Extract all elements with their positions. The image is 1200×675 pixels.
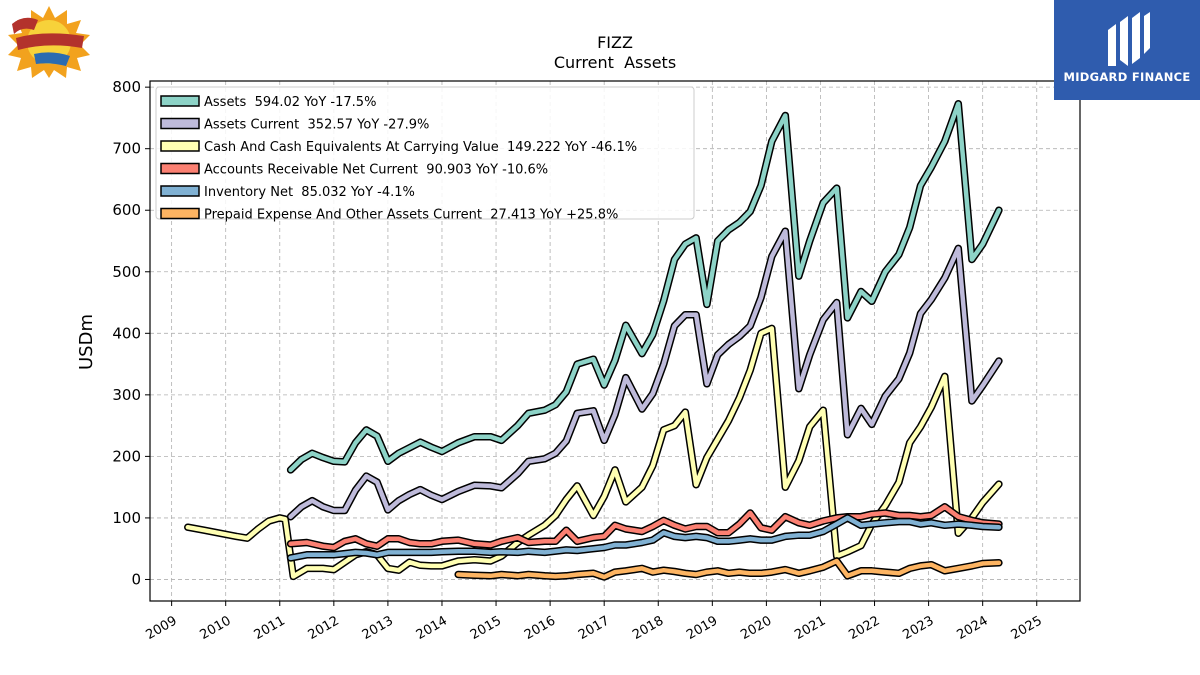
x-tick-label: 2018 — [630, 613, 666, 643]
x-tick-label: 2023 — [900, 613, 936, 643]
legend-swatch — [160, 185, 200, 197]
legend-entry: Assets 594.02 YoY -17.5% — [204, 95, 376, 110]
x-tick-label: 2022 — [846, 613, 882, 643]
legend-swatch — [160, 140, 200, 152]
midgard-logo-icon — [1108, 12, 1150, 66]
y-tick-label: 200 — [112, 447, 141, 465]
legend-swatch — [160, 207, 200, 220]
y-tick-label: 100 — [112, 509, 141, 527]
y-ticks: 0 100 200 300 400 500 600 700 800 — [112, 78, 150, 588]
series-assets-current-line — [288, 228, 1002, 519]
x-tick-label: 2019 — [684, 613, 720, 643]
y-tick-label: 300 — [112, 386, 141, 404]
series-lines — [184, 100, 1003, 581]
legend-entry: Inventory Net 85.032 YoY -4.1% — [204, 185, 415, 200]
brand-name: MIDGARD FINANCE — [1063, 70, 1191, 84]
series-accounts-receivable-net-current-line — [288, 504, 1002, 550]
brand-logo: MIDGARD FINANCE — [1054, 0, 1200, 100]
y-tick-label: 400 — [112, 324, 141, 342]
legend-entry: Assets Current 352.57 YoY -27.9% — [204, 118, 429, 133]
series-prepaid-expense-and-other-assets-current-line — [455, 558, 1002, 580]
x-tick-label: 2009 — [143, 613, 179, 643]
x-ticks: 2009 2010 2011 2012 2013 2014 2015 2016 2017 2018… — [143, 601, 1045, 643]
y-tick-label: 700 — [112, 140, 141, 158]
national-beverage-logo — [8, 6, 90, 78]
x-tick-label: 2025 — [1009, 613, 1045, 643]
y-tick-label: 600 — [112, 201, 141, 219]
legend-entry: Cash And Cash Equivalents At Carrying Va… — [204, 140, 637, 155]
x-tick-label: 2010 — [198, 613, 234, 643]
chart-title: FIZZ — [597, 33, 633, 52]
x-tick-label: 2011 — [252, 613, 288, 643]
x-tick-label: 2024 — [955, 613, 991, 643]
y-axis-label: USDm — [76, 314, 97, 370]
x-tick-label: 2015 — [468, 613, 504, 643]
chart-subtitle: Current Assets — [554, 53, 676, 72]
series-cash-and-cash-equivalents-at-carrying-value-line — [185, 326, 1002, 579]
x-tick-label: 2020 — [738, 613, 774, 643]
x-tick-label: 2014 — [414, 613, 450, 643]
series-inventory-net-line — [288, 515, 1002, 561]
legend-swatch — [160, 162, 200, 175]
series-assets-line — [288, 101, 1002, 473]
legend-entry: Accounts Receivable Net Current 90.903 Y… — [204, 163, 548, 178]
x-tick-label: 2016 — [522, 613, 558, 643]
y-tick-label: 0 — [131, 570, 141, 588]
x-tick-label: 2017 — [576, 613, 612, 643]
legend-swatch — [160, 117, 200, 130]
y-tick-label: 800 — [112, 78, 141, 96]
legend-swatch — [160, 95, 200, 107]
plot-frame — [149, 80, 1081, 602]
y-tick-label: 500 — [112, 263, 141, 281]
legend-entry: Prepaid Expense And Other Assets Current… — [204, 208, 618, 223]
x-tick-label: 2012 — [306, 613, 342, 643]
legend-box — [155, 86, 695, 220]
legend: Assets 594.02 YoY -17.5% Assets Current 3… — [155, 86, 695, 223]
x-tick-label: 2013 — [360, 613, 396, 643]
x-tick-label: 2021 — [792, 613, 828, 643]
